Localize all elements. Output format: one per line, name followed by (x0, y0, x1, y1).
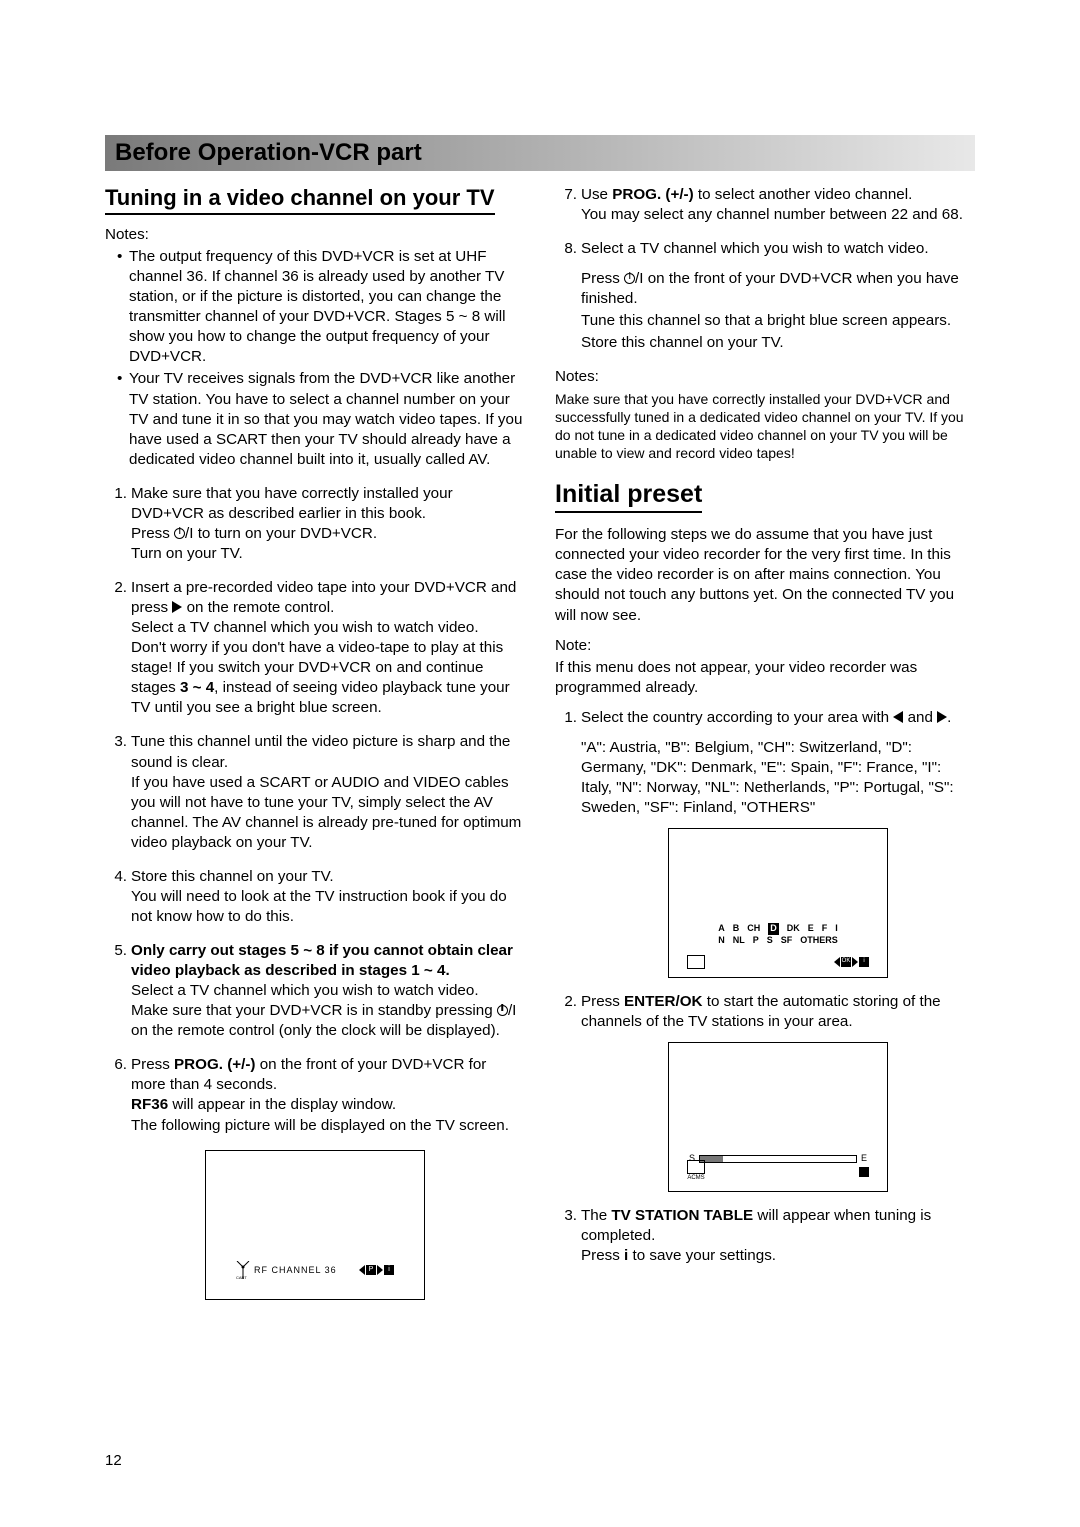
tuning-steps: 1. Make sure that you have correctly ins… (105, 484, 525, 1136)
heading-tuning: Tuning in a video channel on your TV (105, 185, 495, 215)
country-code: SF (781, 935, 793, 947)
step-text: Press /I to turn on your DVD+VCR. (131, 525, 377, 542)
section-header-bar: Before Operation-VCR part (105, 135, 975, 171)
step-text: Tune this channel until the video pictur… (131, 733, 510, 770)
step-text: You may select any channel number betwee… (581, 206, 963, 223)
svg-text:CART: CART (236, 1275, 247, 1279)
figure-auto-scan: S E ACMS (668, 1042, 888, 1192)
step-text: Select a TV channel which you wish to wa… (131, 982, 479, 999)
country-code: S (767, 935, 773, 947)
country-code: A (718, 923, 725, 935)
figure-country-select: AB CH D DK EFI N NL PS SF OTHERS OKi (668, 828, 888, 978)
istep-1: 1. Select the country according to your … (555, 708, 975, 978)
step-text: Don't worry if you don't have a video-ta… (131, 639, 510, 716)
country-code: I (835, 923, 838, 935)
figure-rf-channel: CART RF CHANNEL 36 Pi (205, 1150, 425, 1300)
country-code: CH (747, 923, 760, 935)
step-text: You will need to look at the TV instruct… (131, 888, 507, 925)
step-text: Press PROG. (+/-) on the front of your D… (131, 1056, 486, 1093)
step-7: 7. Use PROG. (+/-) to select another vid… (555, 185, 975, 225)
rf-text: RF CHANNEL 36 (254, 1265, 337, 1275)
step-text: Insert a pre-recorded video tape into yo… (131, 579, 516, 616)
stop-icon (859, 1167, 869, 1177)
country-code: OTHERS (800, 935, 838, 947)
step-text: The following picture will be displayed … (131, 1117, 509, 1134)
step-text: RF36 will appear in the display window. (131, 1096, 396, 1113)
cassette-icon (687, 1160, 705, 1174)
cassette-icon (687, 955, 705, 969)
step-text: Press ENTER/OK to start the automatic st… (581, 993, 941, 1030)
step-5: 5. Only carry out stages 5 ~ 8 if you ca… (105, 941, 525, 1041)
country-code: NL (733, 935, 745, 947)
page-number: 12 (105, 1452, 122, 1469)
right-column: 7. Use PROG. (+/-) to select another vid… (555, 185, 975, 1306)
two-column-layout: Tuning in a video channel on your TV Not… (105, 185, 975, 1306)
step-8: 8. Select a TV channel which you wish to… (555, 239, 975, 353)
country-list: "A": Austria, "B": Belgium, "CH": Switze… (581, 738, 975, 818)
bullet-item: The output frequency of this DVD+VCR is … (117, 247, 525, 367)
antenna-icon: CART (236, 1261, 250, 1279)
tuning-steps-cont: 7. Use PROG. (+/-) to select another vid… (555, 185, 975, 353)
notes-label: Notes: (555, 367, 975, 387)
initial-intro: For the following steps we do assume tha… (555, 525, 975, 625)
power-icon (497, 1005, 508, 1016)
step-6: 6. Press PROG. (+/-) on the front of you… (105, 1055, 525, 1135)
step-3: 3. Tune this channel until the video pic… (105, 732, 525, 852)
country-code: DK (787, 923, 800, 935)
step-text: Use PROG. (+/-) to select another video … (581, 186, 912, 203)
acms-label: ACMS (687, 1175, 704, 1183)
step-4: 4. Store this channel on your TV. You wi… (105, 867, 525, 927)
play-icon (172, 601, 182, 613)
heading-initial-preset: Initial preset (555, 480, 702, 513)
step-text: Tune this channel so that a bright blue … (581, 311, 975, 331)
power-icon (174, 528, 185, 539)
step-text: Press i to save your settings. (581, 1247, 776, 1264)
country-code: N (718, 935, 725, 947)
step-text: Turn on your TV. (131, 545, 243, 562)
country-code: P (753, 935, 759, 947)
left-column: Tuning in a video channel on your TV Not… (105, 185, 525, 1306)
step-text: Press /I on the front of your DVD+VCR wh… (581, 269, 975, 309)
step-text: The TV STATION TABLE will appear when tu… (581, 1207, 931, 1244)
country-code: D (768, 923, 779, 935)
step-text: Select a TV channel which you wish to wa… (581, 240, 929, 257)
step-text: Select a TV channel which you wish to wa… (131, 619, 479, 636)
step-text: Make sure that you have correctly instal… (131, 485, 453, 522)
istep-2: 2. Press ENTER/OK to start the automatic… (555, 992, 975, 1192)
step-text: Store this channel on your TV. (131, 868, 334, 885)
istep-3: 3. The TV STATION TABLE will appear when… (555, 1206, 975, 1266)
country-code: E (808, 923, 814, 935)
power-icon (624, 273, 635, 284)
step-text: Select the country according to your are… (581, 709, 951, 726)
section-title: Before Operation-VCR part (115, 139, 422, 166)
step-text: If you have used a SCART or AUDIO and VI… (131, 774, 521, 851)
step-text: Make sure that your DVD+VCR is in standb… (131, 1002, 516, 1039)
nav-icons: OKi (834, 957, 869, 967)
notes-bullets: The output frequency of this DVD+VCR is … (105, 247, 525, 470)
step-2: 2. Insert a pre-recorded video tape into… (105, 578, 525, 718)
notes-label: Notes: (105, 225, 525, 245)
step-text-bold: Only carry out stages 5 ~ 8 if you canno… (131, 942, 513, 979)
step-1: 1. Make sure that you have correctly ins… (105, 484, 525, 564)
initial-note: If this menu does not appear, your video… (555, 658, 975, 698)
country-code: B (733, 923, 740, 935)
initial-steps: 1. Select the country according to your … (555, 708, 975, 1267)
step-text: Store this channel on your TV. (581, 333, 975, 353)
country-code: F (822, 923, 828, 935)
bullet-item: Your TV receives signals from the DVD+VC… (117, 369, 525, 469)
notes-body: Make sure that you have correctly instal… (555, 390, 975, 463)
right-arrow-icon (937, 711, 947, 723)
note-label: Note: (555, 636, 975, 656)
nav-icons: Pi (359, 1265, 394, 1275)
left-arrow-icon (893, 711, 903, 723)
